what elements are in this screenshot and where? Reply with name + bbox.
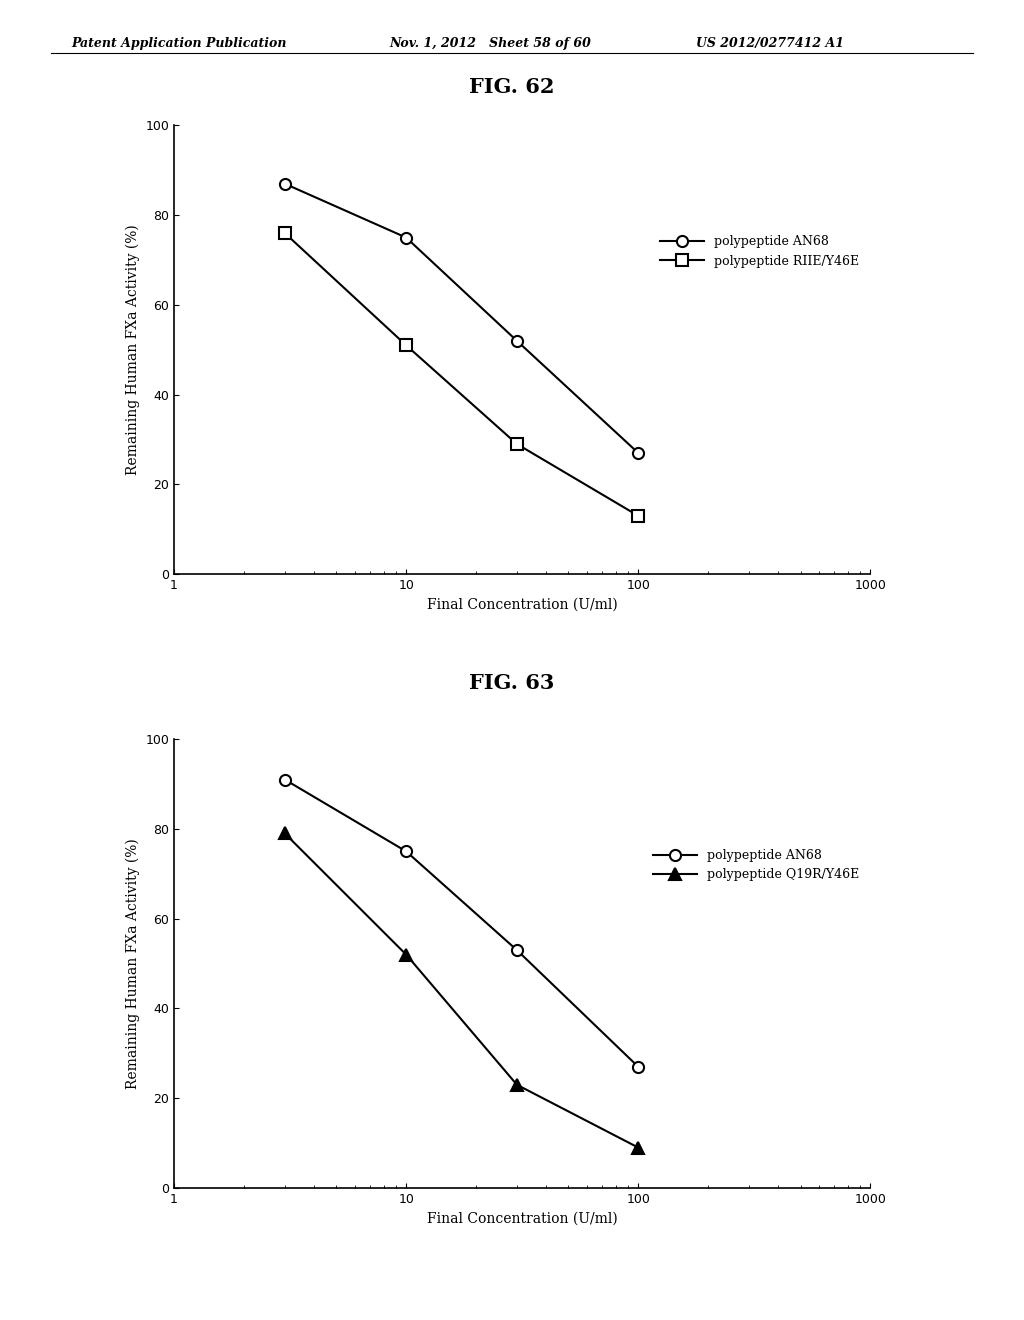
- polypeptide Q19R/Y46E: [511, 1077, 523, 1093]
- X-axis label: Final Concentration (U/ml): Final Concentration (U/ml): [427, 1212, 617, 1225]
- Text: Patent Application Publication: Patent Application Publication: [72, 37, 287, 50]
- Y-axis label: Remaining Human FXa Activity (%): Remaining Human FXa Activity (%): [125, 838, 140, 1089]
- polypeptide AN68: [511, 333, 523, 348]
- Text: FIG. 62: FIG. 62: [469, 77, 555, 96]
- polypeptide AN68: [632, 445, 644, 461]
- Y-axis label: Remaining Human FXa Activity (%): Remaining Human FXa Activity (%): [125, 224, 140, 475]
- polypeptide RIIE/Y46E: [400, 338, 413, 354]
- polypeptide AN68: [400, 843, 413, 859]
- Line: polypeptide AN68: polypeptide AN68: [280, 178, 644, 458]
- polypeptide AN68: [279, 176, 291, 191]
- polypeptide RIIE/Y46E: [632, 508, 644, 524]
- Text: US 2012/0277412 A1: US 2012/0277412 A1: [696, 37, 845, 50]
- polypeptide RIIE/Y46E: [511, 436, 523, 451]
- Legend: polypeptide AN68, polypeptide Q19R/Y46E: polypeptide AN68, polypeptide Q19R/Y46E: [648, 845, 864, 887]
- polypeptide Q19R/Y46E: [279, 825, 291, 841]
- Line: polypeptide RIIE/Y46E: polypeptide RIIE/Y46E: [280, 227, 644, 521]
- Legend: polypeptide AN68, polypeptide RIIE/Y46E: polypeptide AN68, polypeptide RIIE/Y46E: [655, 231, 864, 273]
- polypeptide AN68: [279, 772, 291, 788]
- Text: FIG. 63: FIG. 63: [469, 673, 555, 693]
- polypeptide AN68: [511, 942, 523, 958]
- polypeptide Q19R/Y46E: [400, 946, 413, 962]
- polypeptide AN68: [400, 230, 413, 246]
- Line: polypeptide Q19R/Y46E: polypeptide Q19R/Y46E: [280, 828, 644, 1154]
- polypeptide AN68: [632, 1059, 644, 1074]
- polypeptide RIIE/Y46E: [279, 226, 291, 242]
- polypeptide Q19R/Y46E: [632, 1139, 644, 1155]
- X-axis label: Final Concentration (U/ml): Final Concentration (U/ml): [427, 598, 617, 611]
- Line: polypeptide AN68: polypeptide AN68: [280, 774, 644, 1072]
- Text: Nov. 1, 2012   Sheet 58 of 60: Nov. 1, 2012 Sheet 58 of 60: [389, 37, 591, 50]
